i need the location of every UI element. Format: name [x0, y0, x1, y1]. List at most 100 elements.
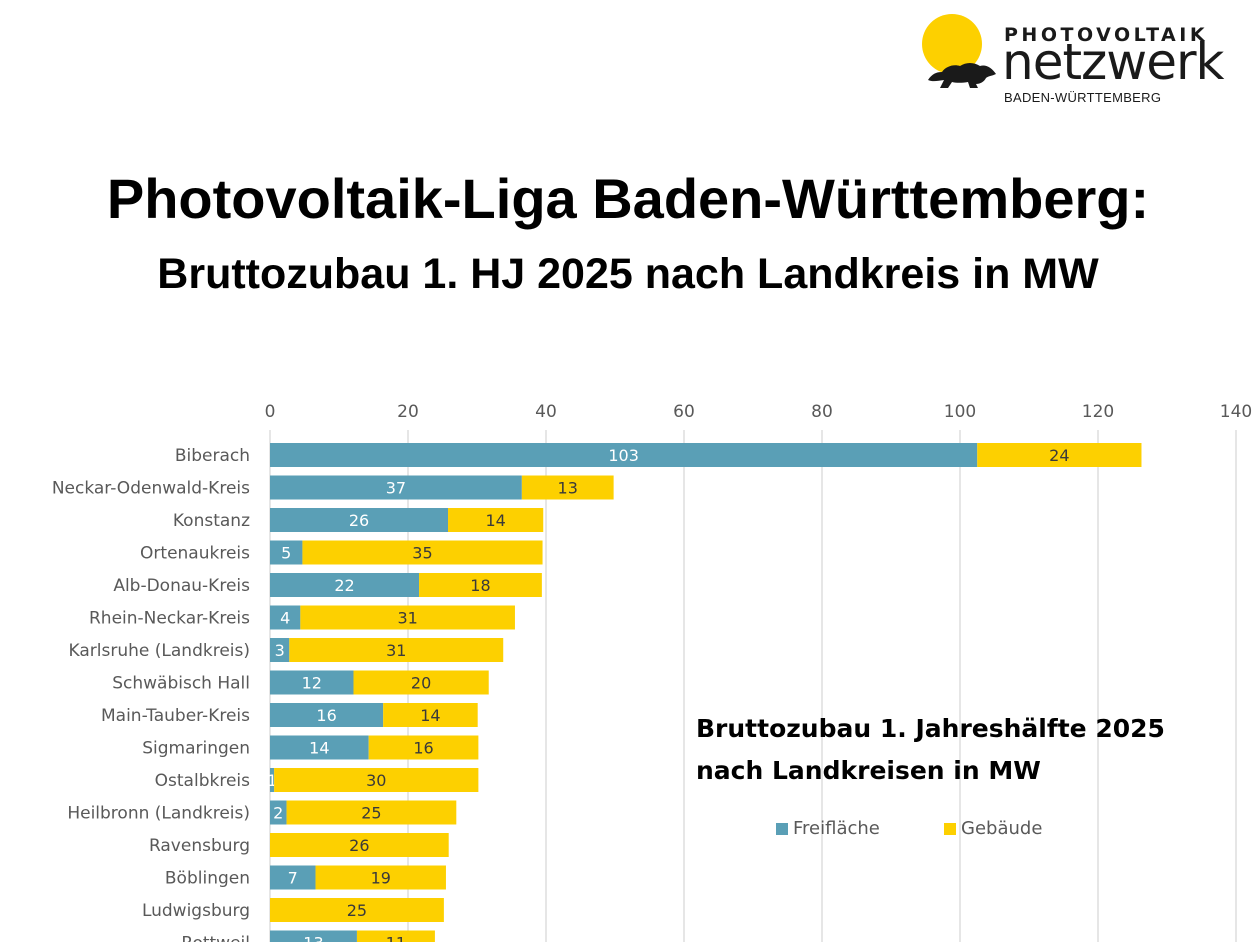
- data-label: 22: [334, 576, 354, 595]
- category-label: Konstanz: [173, 511, 250, 531]
- category-label: Schwäbisch Hall: [112, 674, 250, 694]
- category-label: Böblingen: [165, 869, 250, 889]
- x-tick-label: 80: [811, 402, 833, 422]
- category-label: Rhein-Neckar-Kreis: [89, 609, 250, 629]
- bar-segment: [419, 573, 542, 597]
- data-label: 103: [608, 446, 639, 465]
- logo-sub-text: BADEN-WÜRTTEMBERG: [1004, 90, 1162, 105]
- data-label: 4: [280, 609, 290, 628]
- bar-segment: [270, 898, 444, 922]
- data-label: 14: [420, 706, 440, 725]
- data-label: 31: [386, 641, 406, 660]
- bar-segment: [270, 833, 449, 857]
- x-tick-label: 40: [535, 402, 557, 422]
- bar-segment: [315, 865, 446, 890]
- bar-segment: [270, 475, 522, 500]
- lion-icon: [928, 63, 996, 88]
- x-tick-label: 0: [265, 402, 276, 422]
- category-label: Rottweil: [181, 934, 250, 942]
- logo-top-text: PHOTOVOLTAIK: [1004, 24, 1209, 46]
- chart-title-line2: nach Landkreisen in MW: [696, 756, 1041, 785]
- data-label: 37: [386, 479, 406, 498]
- data-label: 24: [1049, 446, 1069, 465]
- data-label: 25: [347, 901, 367, 920]
- bar-segment: [270, 638, 290, 662]
- bar-segment: [448, 508, 544, 532]
- data-label: 3: [275, 641, 285, 660]
- data-label: 13: [558, 479, 578, 498]
- bar-segment: [270, 573, 420, 597]
- data-label: 19: [371, 869, 391, 888]
- bar-segment: [270, 703, 384, 727]
- data-label: 7: [288, 869, 298, 888]
- bar-segment: [356, 930, 435, 942]
- logo-main-text: netzwerk: [1002, 33, 1224, 91]
- bar-segment: [270, 540, 303, 565]
- x-tick-label: 140: [1220, 402, 1252, 422]
- legend-item-freiflaeche: Freifläche: [776, 818, 880, 839]
- category-label: Alb-Donau-Kreis: [113, 576, 250, 596]
- chart-title: Bruttozubau 1. Jahreshälfte 2025 nach La…: [696, 708, 1216, 792]
- data-label: 30: [366, 771, 386, 790]
- data-label: 26: [349, 511, 369, 530]
- bar-segment: [368, 735, 479, 760]
- category-label: Heilbronn (Landkreis): [67, 804, 250, 824]
- bar-segment: [270, 508, 449, 532]
- legend-swatch-freiflaeche: [776, 822, 788, 835]
- bar-segment: [270, 605, 301, 630]
- category-label: Ortenaukreis: [140, 544, 250, 564]
- bar-segment: [270, 800, 287, 825]
- data-label: 16: [316, 706, 336, 725]
- bar-segment: [270, 735, 369, 760]
- bar-segment: [270, 930, 357, 942]
- category-label: Ludwigsburg: [142, 901, 250, 921]
- data-label: 13: [303, 934, 323, 942]
- bar-segment: [521, 475, 614, 500]
- x-tick-label: 120: [1082, 402, 1114, 422]
- legend-swatch-gebaeude: [944, 822, 956, 835]
- bar-segment: [289, 638, 504, 662]
- bar-segment: [270, 768, 275, 792]
- category-label: Main-Tauber-Kreis: [101, 706, 250, 726]
- bar-segment: [977, 443, 1142, 467]
- bar-segment: [302, 540, 543, 565]
- data-label: 26: [349, 836, 369, 855]
- chart-title-line1: Bruttozubau 1. Jahreshälfte 2025: [696, 714, 1165, 743]
- data-label: 31: [397, 609, 417, 628]
- bar-segment: [286, 800, 457, 825]
- data-label: 11: [386, 934, 406, 942]
- data-label: 16: [413, 739, 433, 758]
- x-tick-label: 100: [944, 402, 976, 422]
- page-subtitle: Bruttozubau 1. HJ 2025 nach Landkreis in…: [157, 250, 1099, 298]
- legend-label-freiflaeche: Freifläche: [793, 818, 880, 839]
- data-label: 5: [281, 544, 291, 563]
- data-label: 14: [485, 511, 505, 530]
- data-label: 20: [411, 674, 431, 693]
- page-title: Photovoltaik-Liga Baden-Württemberg:: [106, 167, 1150, 230]
- x-tick-label: 20: [397, 402, 419, 422]
- data-label: 25: [361, 804, 381, 823]
- data-label: 14: [309, 739, 329, 758]
- x-tick-label: 60: [673, 402, 695, 422]
- category-label: Ostalbkreis: [155, 771, 250, 791]
- bar-segment: [274, 768, 479, 792]
- legend-label-gebaeude: Gebäude: [961, 818, 1043, 839]
- data-label: 35: [412, 544, 432, 563]
- legend-item-gebaeude: Gebäude: [944, 818, 1042, 839]
- data-label: 2: [273, 804, 283, 823]
- bar-segment: [270, 865, 316, 890]
- data-label: 12: [302, 674, 322, 693]
- category-label: Neckar-Odenwald-Kreis: [52, 479, 250, 499]
- data-label: 18: [470, 576, 490, 595]
- bar-segment: [383, 703, 478, 727]
- bar-segment: [300, 605, 515, 630]
- category-label: Biberach: [175, 446, 250, 466]
- data-label: 1: [267, 771, 277, 790]
- logo: PHOTOVOLTAIK netzwerk BADEN-WÜRTTEMBERG: [918, 10, 1248, 110]
- bar-segment: [353, 670, 489, 695]
- category-label: Karlsruhe (Landkreis): [69, 641, 250, 661]
- bar-segment: [270, 443, 978, 467]
- bar-segment: [270, 670, 354, 695]
- category-label: Sigmaringen: [142, 739, 250, 759]
